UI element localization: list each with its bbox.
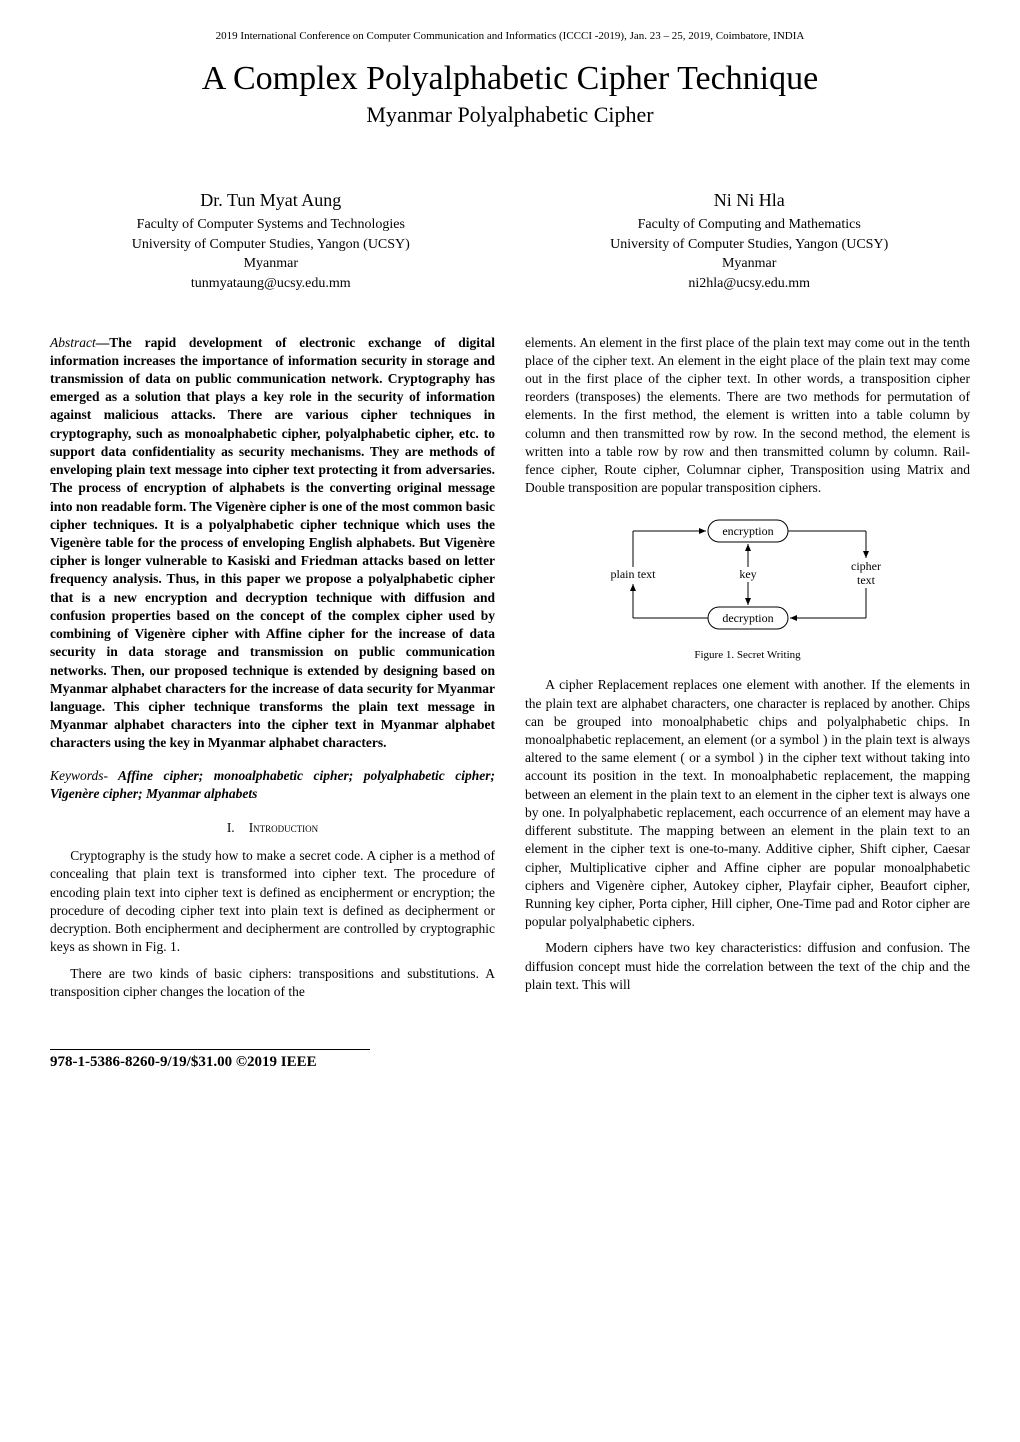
left-column: Abstract—The rapid development of electr… [50,334,495,1009]
paragraph: Cryptography is the study how to make a … [50,847,495,956]
author-email: ni2hla@ucsy.edu.mm [528,274,970,294]
section-num: I. [227,820,235,835]
author-dept: Faculty of Computer Systems and Technolo… [50,215,492,235]
keywords-label: Keywords- [50,768,108,783]
right-column: elements. An element in the first place … [525,334,970,1009]
plaintext-label: plain text [610,567,656,581]
encryption-label: encryption [722,524,773,538]
author-univ: University of Computer Studies, Yangon (… [50,235,492,255]
paragraph: A cipher Replacement replaces one elemen… [525,676,970,931]
ciphertext-label-2: text [857,573,876,587]
footer-rule [50,1049,370,1050]
key-label: key [739,567,756,581]
section-title: Introduction [249,820,319,835]
keywords: Keywords- Affine cipher; monoalphabetic … [50,767,495,803]
paragraph: There are two kinds of basic ciphers: tr… [50,965,495,1001]
paragraph: Modern ciphers have two key characterist… [525,939,970,994]
figure-1: encryption decryption plain text key cip… [525,512,970,663]
two-column-body: Abstract—The rapid development of electr… [50,334,970,1009]
copyright-line: 978-1-5386-8260-9/19/$31.00 ©2019 IEEE [50,1054,970,1071]
author-name: Dr. Tun Myat Aung [50,188,492,213]
author-block-1: Dr. Tun Myat Aung Faculty of Computer Sy… [50,188,492,294]
section-1-heading: I. Introduction [50,819,495,837]
abstract-text: —The rapid development of electronic exc… [50,335,495,751]
author-email: tunmyataung@ucsy.edu.mm [50,274,492,294]
paper-title: A Complex Polyalphabetic Cipher Techniqu… [50,60,970,98]
author-univ: University of Computer Studies, Yangon (… [528,235,970,255]
decryption-label: decryption [722,611,773,625]
ciphertext-label-1: cipher [851,559,881,573]
authors-row: Dr. Tun Myat Aung Faculty of Computer Sy… [50,188,970,294]
author-name: Ni Ni Hla [528,188,970,213]
author-country: Myanmar [50,254,492,274]
abstract-label: Abstract [50,335,96,350]
abstract: Abstract—The rapid development of electr… [50,334,495,753]
footer: 978-1-5386-8260-9/19/$31.00 ©2019 IEEE [50,1049,970,1071]
figure-1-caption: Figure 1. Secret Writing [525,648,970,663]
paragraph: elements. An element in the first place … [525,334,970,498]
author-block-2: Ni Ni Hla Faculty of Computing and Mathe… [528,188,970,294]
author-country: Myanmar [528,254,970,274]
paper-subtitle: Myanmar Polyalphabetic Cipher [50,102,970,128]
conference-header: 2019 International Conference on Compute… [50,30,970,42]
author-dept: Faculty of Computing and Mathematics [528,215,970,235]
secret-writing-diagram: encryption decryption plain text key cip… [598,512,898,642]
keywords-text: Affine cipher; monoalphabetic cipher; po… [50,768,495,801]
